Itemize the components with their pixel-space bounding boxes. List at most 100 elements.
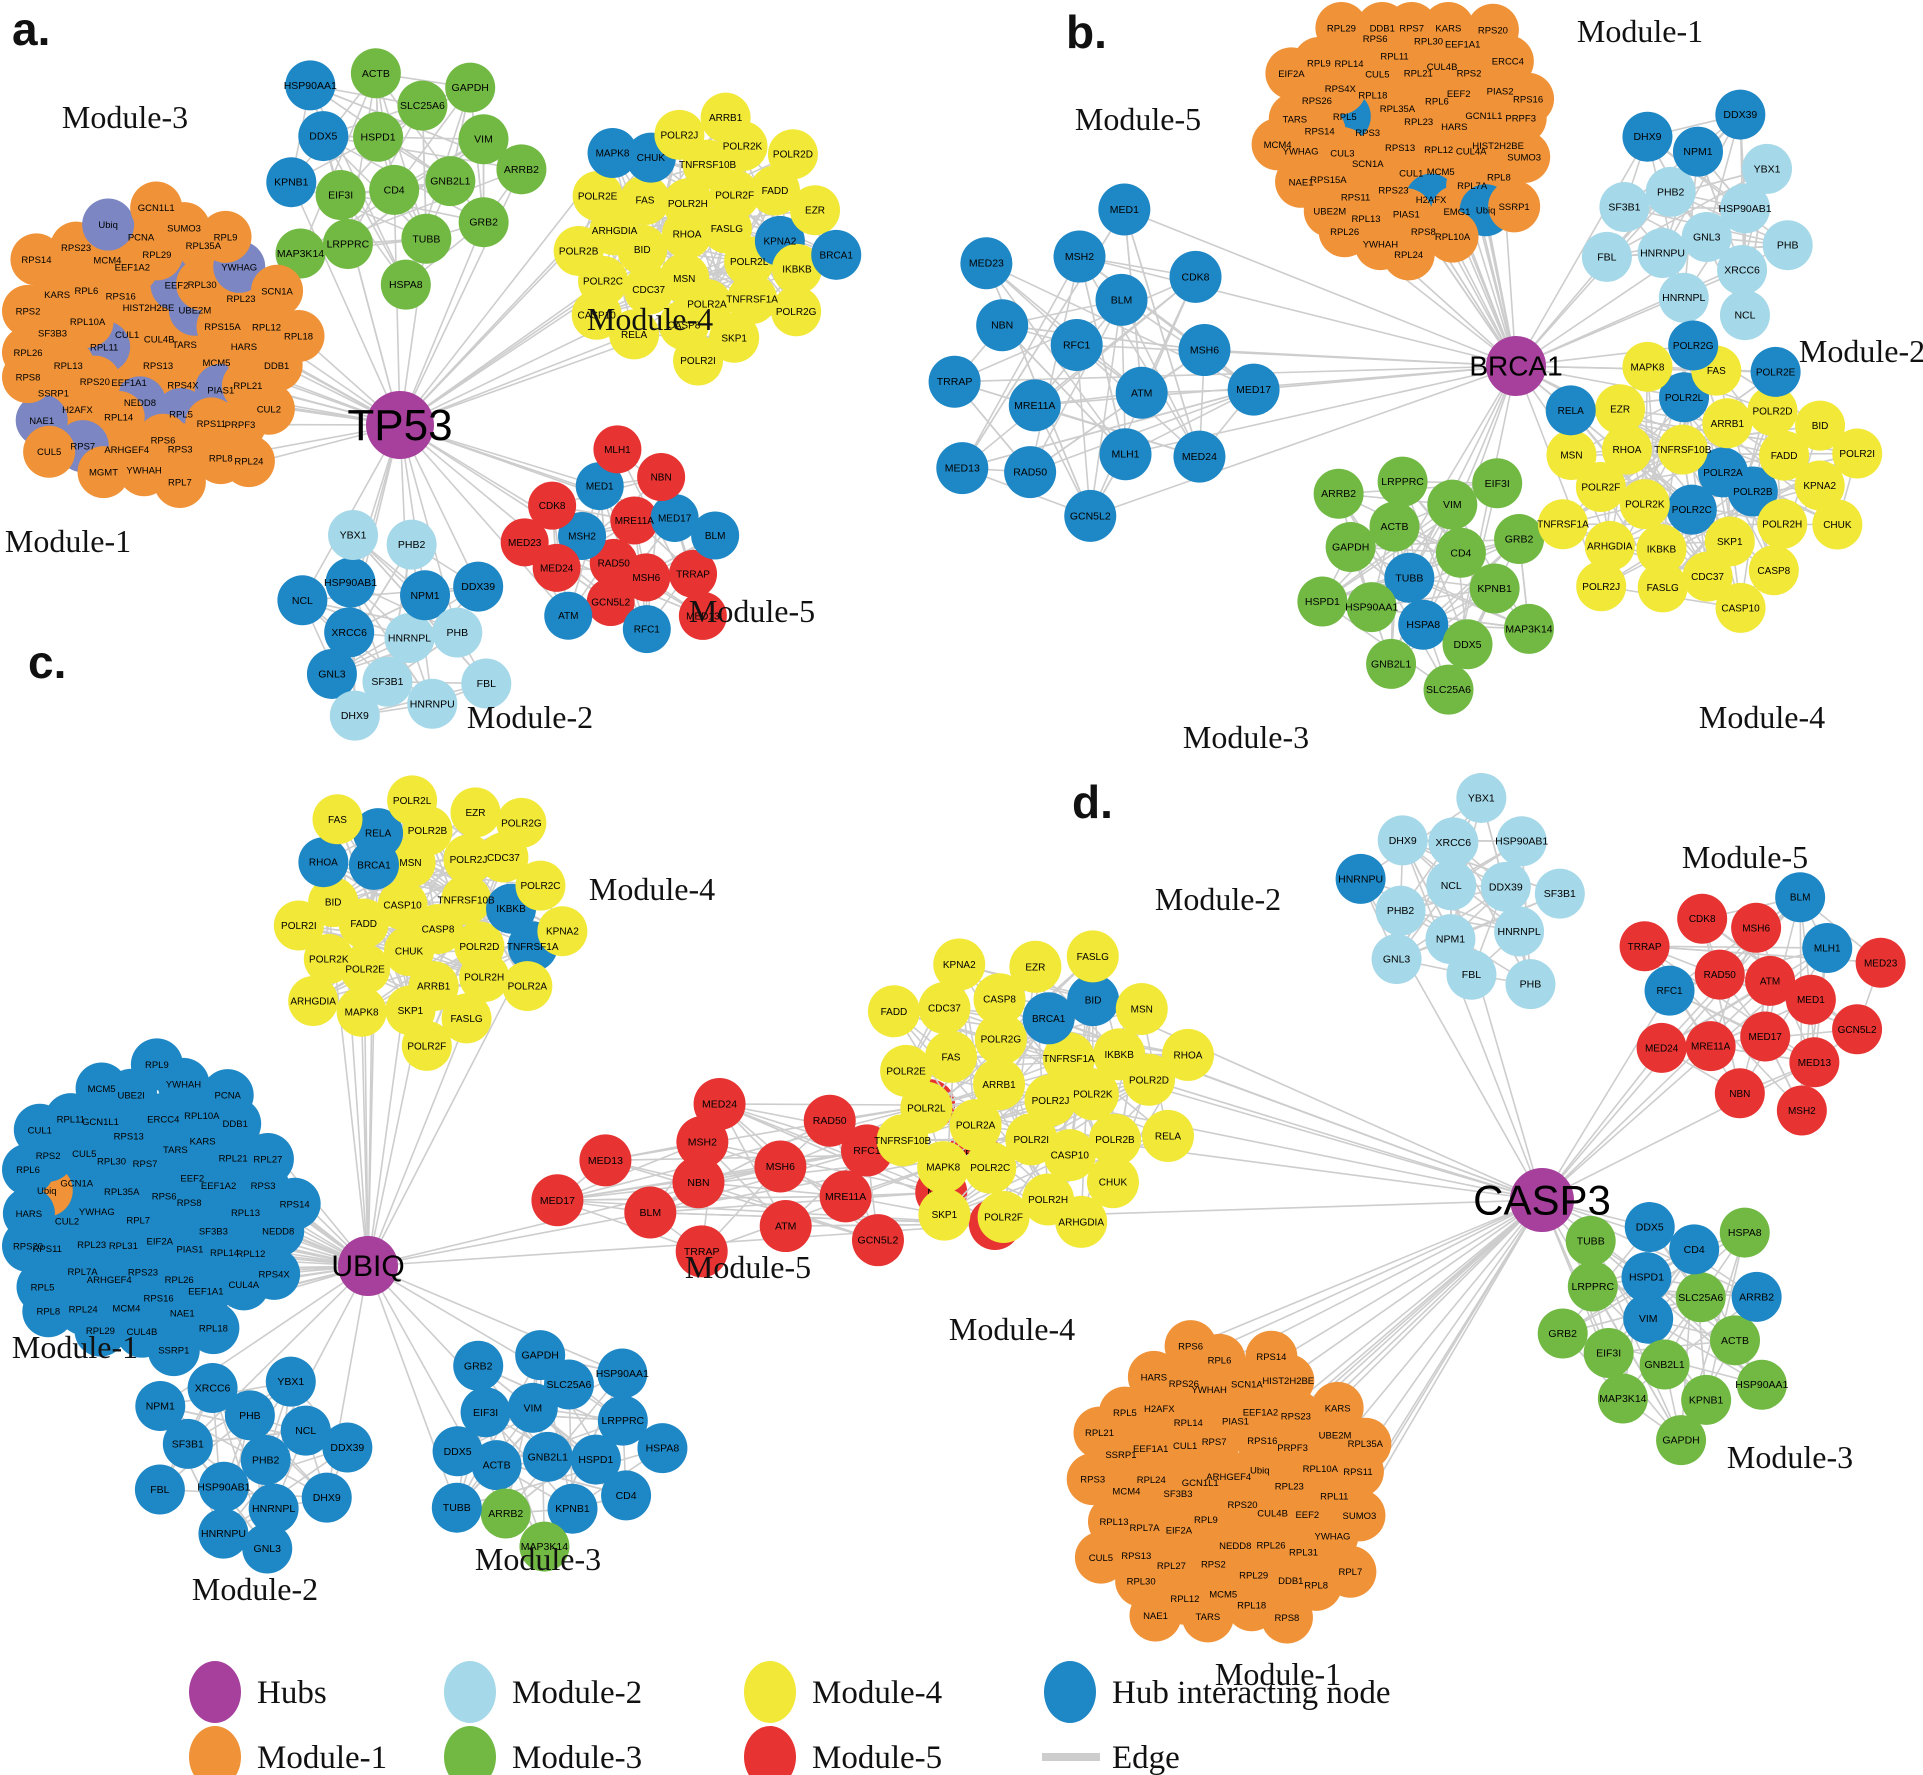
node-YBX1 xyxy=(328,510,379,561)
node-MRE11A xyxy=(610,496,659,545)
node-label-EEF1A2: EEF1A2 xyxy=(1243,1407,1278,1418)
node-label-NPM1: NPM1 xyxy=(410,590,439,602)
node-label-POLR2E: POLR2E xyxy=(1756,367,1796,378)
node-label-TNFRSF1A: TNFRSF1A xyxy=(1537,520,1589,531)
node-label-CUL5: CUL5 xyxy=(72,1149,96,1160)
edge xyxy=(954,380,1200,458)
node-label-SF3B3: SF3B3 xyxy=(1164,1489,1193,1500)
node-label-NAE1: NAE1 xyxy=(1289,177,1314,188)
node-label-NPM1: NPM1 xyxy=(1436,934,1465,946)
legend-swatch-module-5 xyxy=(744,1726,796,1775)
hub-label-CASP3: CASP3 xyxy=(1473,1176,1611,1223)
node-label-VIM: VIM xyxy=(1443,499,1462,511)
edge xyxy=(1321,504,1453,603)
node-label-RPL26: RPL26 xyxy=(1330,227,1359,238)
node-label-CASP10: CASP10 xyxy=(1051,1151,1090,1162)
node-label-NBN: NBN xyxy=(1729,1089,1750,1100)
node-label-ACTB: ACTB xyxy=(483,1460,511,1472)
module-caption-module-1: Module-1 xyxy=(5,523,131,559)
legend-label-edge: Edge xyxy=(1112,1740,1180,1775)
node-label-MCM5: MCM5 xyxy=(202,358,230,369)
node-label-RPL7: RPL7 xyxy=(168,478,192,489)
node-label-FADD: FADD xyxy=(1771,451,1798,462)
node-CDC37 xyxy=(1682,551,1733,602)
node-label-RPS8: RPS8 xyxy=(16,373,41,384)
node-label-GCN1L1: GCN1L1 xyxy=(1465,111,1502,122)
node-label-PHB2: PHB2 xyxy=(252,1455,280,1467)
node-EIF3I xyxy=(315,170,366,221)
node-label-RPL29: RPL29 xyxy=(142,250,171,261)
node-label-POLR2C: POLR2C xyxy=(970,1163,1010,1174)
node-label-EEF2: EEF2 xyxy=(1295,1510,1319,1521)
node-label-YWHAG: YWHAG xyxy=(79,1207,115,1218)
node-label-MLH1: MLH1 xyxy=(604,445,631,456)
node-HSP90AA1 xyxy=(285,60,336,111)
node-MED23 xyxy=(960,237,1013,290)
node-label-POLR2D: POLR2D xyxy=(459,942,499,953)
node-label-NCL: NCL xyxy=(1734,310,1755,322)
nodes-layer xyxy=(2,775,1021,1574)
node-SF3B1 xyxy=(362,656,413,707)
edge xyxy=(1401,481,1469,645)
node-label-MED17: MED17 xyxy=(658,513,692,524)
node-HSP90AB1 xyxy=(1720,183,1771,234)
node-label-GRB2: GRB2 xyxy=(1548,1328,1577,1340)
panel-letter: c. xyxy=(28,636,66,688)
node-label-MSH6: MSH6 xyxy=(632,573,660,584)
node-label-YBX1: YBX1 xyxy=(277,1376,304,1388)
node-label-RPL8: RPL8 xyxy=(36,1307,60,1318)
node-label-EIF2A: EIF2A xyxy=(147,1236,174,1247)
node-label-HNRNPL: HNRNPL xyxy=(388,633,431,645)
node-TRRAP xyxy=(669,549,718,598)
node-label-FADD: FADD xyxy=(881,1007,908,1018)
node-NBN xyxy=(976,299,1029,352)
hub-label-BRCA1: BRCA1 xyxy=(1469,351,1562,382)
node-label-CASP8: CASP8 xyxy=(422,925,455,936)
node-HSPA8 xyxy=(1398,599,1449,650)
node-label-YWHAG: YWHAG xyxy=(221,262,257,273)
node-LRPPRC xyxy=(322,219,373,270)
module-caption-module-3: Module-3 xyxy=(475,1541,601,1577)
node-label-TRRAP: TRRAP xyxy=(1628,942,1662,953)
node-RPL29 xyxy=(1315,2,1368,54)
node-label-PRPF3: PRPF3 xyxy=(1277,1443,1308,1454)
node-MAPK8 xyxy=(1622,341,1673,392)
module-caption-module-3: Module-3 xyxy=(1727,1439,1853,1475)
node-HSPA8 xyxy=(380,259,431,310)
edge xyxy=(961,256,1081,469)
node-label-GCN5L2: GCN5L2 xyxy=(1070,510,1111,522)
node-label-ARHGDIA: ARHGDIA xyxy=(1058,1217,1104,1228)
node-label-SUMO3: SUMO3 xyxy=(1343,1511,1377,1522)
node-label-RPL10A: RPL10A xyxy=(1303,1464,1339,1475)
node-CD4 xyxy=(369,164,420,215)
node-label-MLH1: MLH1 xyxy=(1112,449,1140,461)
node-label-IKBKB: IKBKB xyxy=(782,264,812,275)
node-label-RHOA: RHOA xyxy=(1613,445,1642,456)
node-GRB2 xyxy=(1494,514,1545,565)
node-label-RPS23: RPS23 xyxy=(128,1267,158,1278)
module-caption-module-3: Module-3 xyxy=(62,99,188,135)
node-CUL5 xyxy=(23,425,76,478)
node-HSP90AB1 xyxy=(325,557,376,608)
node-SSRP1 xyxy=(1488,180,1541,233)
node-label-HARS: HARS xyxy=(1441,122,1467,133)
node-label-ARRB1: ARRB1 xyxy=(709,113,743,124)
node-POLR2D xyxy=(1747,385,1798,436)
legend-swatch-hub-interacting-node xyxy=(1044,1661,1096,1723)
node-label-ACTB: ACTB xyxy=(362,68,390,80)
node-label-CD4: CD4 xyxy=(1450,547,1471,559)
node-KPNB1 xyxy=(266,157,317,208)
node-label-CUL3: CUL3 xyxy=(1330,148,1354,159)
edge xyxy=(1123,209,1201,457)
node-TNFRSF10B xyxy=(1657,424,1708,475)
node-label-RPS14: RPS14 xyxy=(21,255,51,266)
node-label-SUMO3: SUMO3 xyxy=(167,224,201,235)
node-label-DHX9: DHX9 xyxy=(313,1492,341,1504)
node-label-GNB2L1: GNB2L1 xyxy=(1371,658,1411,670)
node-label-HSP90AA1: HSP90AA1 xyxy=(1345,602,1398,614)
node-label-RPS15A: RPS15A xyxy=(1310,175,1347,186)
node-label-MED24: MED24 xyxy=(702,1099,737,1111)
node-CASP10 xyxy=(571,289,622,340)
hub-edge xyxy=(1515,136,1649,367)
edge xyxy=(1562,523,1708,578)
